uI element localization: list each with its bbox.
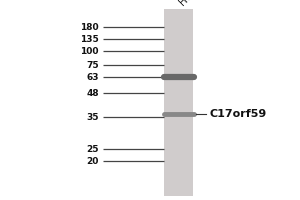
Bar	[164, 9, 193, 196]
Text: 25: 25	[86, 144, 99, 154]
Text: 180: 180	[80, 22, 99, 31]
Text: 48: 48	[86, 88, 99, 98]
Text: 35: 35	[86, 112, 99, 121]
Text: C17orf59: C17orf59	[210, 109, 267, 119]
Text: Hela: Hela	[177, 0, 201, 7]
Text: 20: 20	[87, 156, 99, 166]
Text: 75: 75	[86, 60, 99, 70]
Text: 135: 135	[80, 34, 99, 44]
Text: 100: 100	[80, 46, 99, 55]
Text: 63: 63	[86, 72, 99, 82]
